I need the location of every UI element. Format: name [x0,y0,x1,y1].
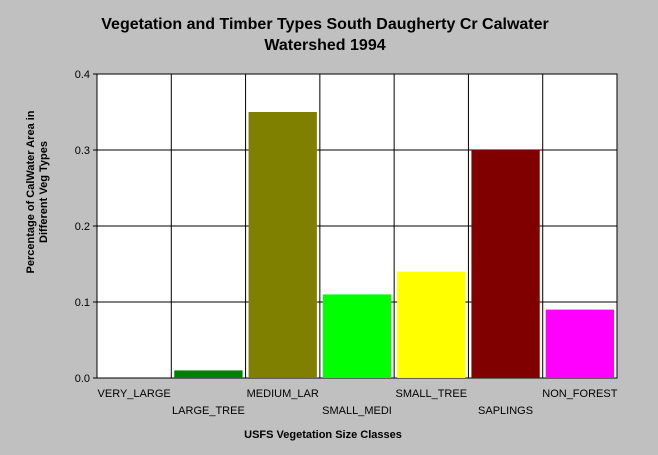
bar-saplings [471,150,540,378]
y-tick-label: 0.3 [75,145,90,157]
y-tick-label: 0.1 [75,297,90,309]
bar-large-tree [174,370,243,378]
y-tick-label: 0.4 [75,69,90,81]
bar-small-medi [322,294,392,378]
x-category-label: NON_FOREST [542,388,617,400]
x-category-label: SAPLINGS [478,405,533,417]
x-category-label: SMALL_MEDI [322,405,392,417]
y-axis-title-line-1: Percentage of CalWater Area in [25,110,37,273]
y-tick-label: 0.0 [75,373,90,385]
y-axis-title-line-2: Different Veg Types [38,141,50,243]
bar-medium-lar [248,112,317,378]
chart-title-line-2: Watershed 1994 [264,37,385,54]
chart-title-line-1: Vegetation and Timber Types South Daughe… [101,16,549,33]
x-category-labels: VERY_LARGELARGE_TREEMEDIUM_LARSMALL_MEDI… [98,388,618,417]
y-tick-labels: 0.0 0.1 0.2 0.3 0.4 [75,69,90,385]
bars [174,112,614,378]
bar-non-forest [545,309,614,378]
x-category-label: LARGE_TREE [172,405,245,417]
y-tick-label: 0.2 [75,221,90,233]
x-category-label: SMALL_TREE [396,388,468,400]
x-category-label: VERY_LARGE [98,388,171,400]
x-axis-title: USFS Vegetation Size Classes [244,429,402,441]
bar-small-tree [397,271,466,378]
x-category-label: MEDIUM_LAR [247,388,319,400]
